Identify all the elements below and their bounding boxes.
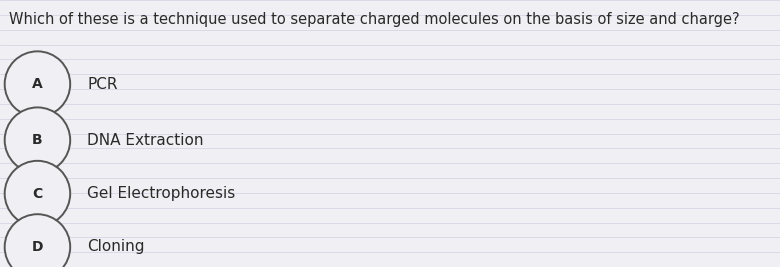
Text: Cloning: Cloning [87, 239, 145, 254]
Ellipse shape [5, 214, 70, 267]
Text: B: B [32, 133, 43, 147]
Text: A: A [32, 77, 43, 91]
Text: Which of these is a technique used to separate charged molecules on the basis of: Which of these is a technique used to se… [9, 12, 740, 27]
Text: C: C [32, 187, 43, 201]
Ellipse shape [5, 51, 70, 117]
Text: DNA Extraction: DNA Extraction [87, 133, 204, 148]
Ellipse shape [5, 107, 70, 173]
Ellipse shape [5, 161, 70, 226]
Text: Gel Electrophoresis: Gel Electrophoresis [87, 186, 236, 201]
Text: D: D [32, 240, 43, 254]
Text: PCR: PCR [87, 77, 118, 92]
